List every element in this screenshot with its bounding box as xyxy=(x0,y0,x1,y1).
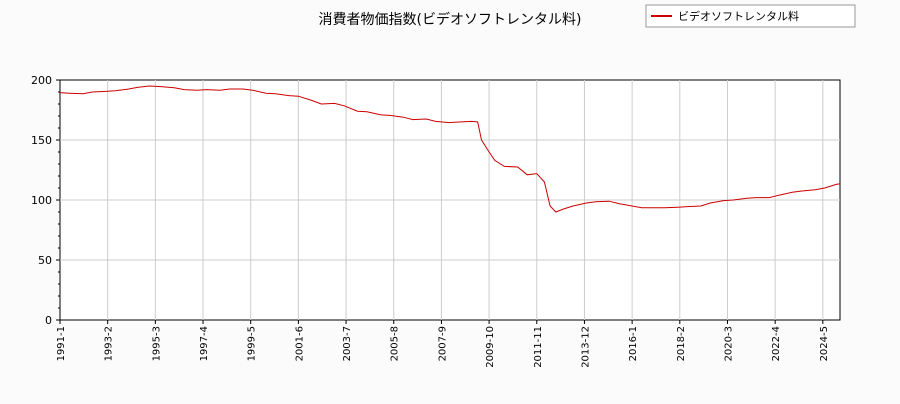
x-tick-label: 2005-8 xyxy=(390,326,401,361)
legend-label: ビデオソフトレンタル料 xyxy=(678,9,799,23)
x-axis: 1991-1 1993-2 1995-3 1997-4 1999-5 2001-6 2003… xyxy=(56,320,830,368)
x-tick-label: 1995-3 xyxy=(151,326,162,361)
x-tick-label: 2018-2 xyxy=(676,326,687,361)
x-tick-label: 2020-3 xyxy=(723,326,734,361)
x-tick-label: 2007-9 xyxy=(437,326,448,361)
x-tick-label: 1999-5 xyxy=(247,326,258,361)
x-tick-label: 2001-6 xyxy=(294,326,305,361)
x-tick-label: 2013-12 xyxy=(580,326,591,368)
x-tick-label: 1993-2 xyxy=(104,326,115,361)
x-tick-label: 1991-1 xyxy=(56,326,67,361)
x-tick-label: 2022-4 xyxy=(771,326,782,361)
x-tick-label: 1997-4 xyxy=(199,326,210,361)
chart-title: 消費者物価指数(ビデオソフトレンタル料) xyxy=(319,11,582,28)
y-tick-label: 50 xyxy=(38,254,52,267)
series-layer xyxy=(59,85,841,213)
legend: ビデオソフトレンタル料 xyxy=(645,4,856,28)
x-tick-label: 2011-11 xyxy=(533,326,544,368)
legend-box xyxy=(645,4,856,28)
y-tick-label: 100 xyxy=(31,194,52,207)
grid-lines xyxy=(60,80,840,320)
series-line xyxy=(59,85,841,213)
x-tick-label: 2003-7 xyxy=(342,326,353,361)
x-tick-label: 2024-5 xyxy=(819,326,830,361)
x-tick-label: 2016-1 xyxy=(628,326,639,361)
x-tick-label: 2009-10 xyxy=(485,326,496,368)
y-tick-label: 200 xyxy=(31,74,52,87)
y-axis: 0 50 100 150 200 xyxy=(31,74,60,327)
y-tick-label: 0 xyxy=(45,314,52,327)
y-tick-label: 150 xyxy=(31,134,52,147)
